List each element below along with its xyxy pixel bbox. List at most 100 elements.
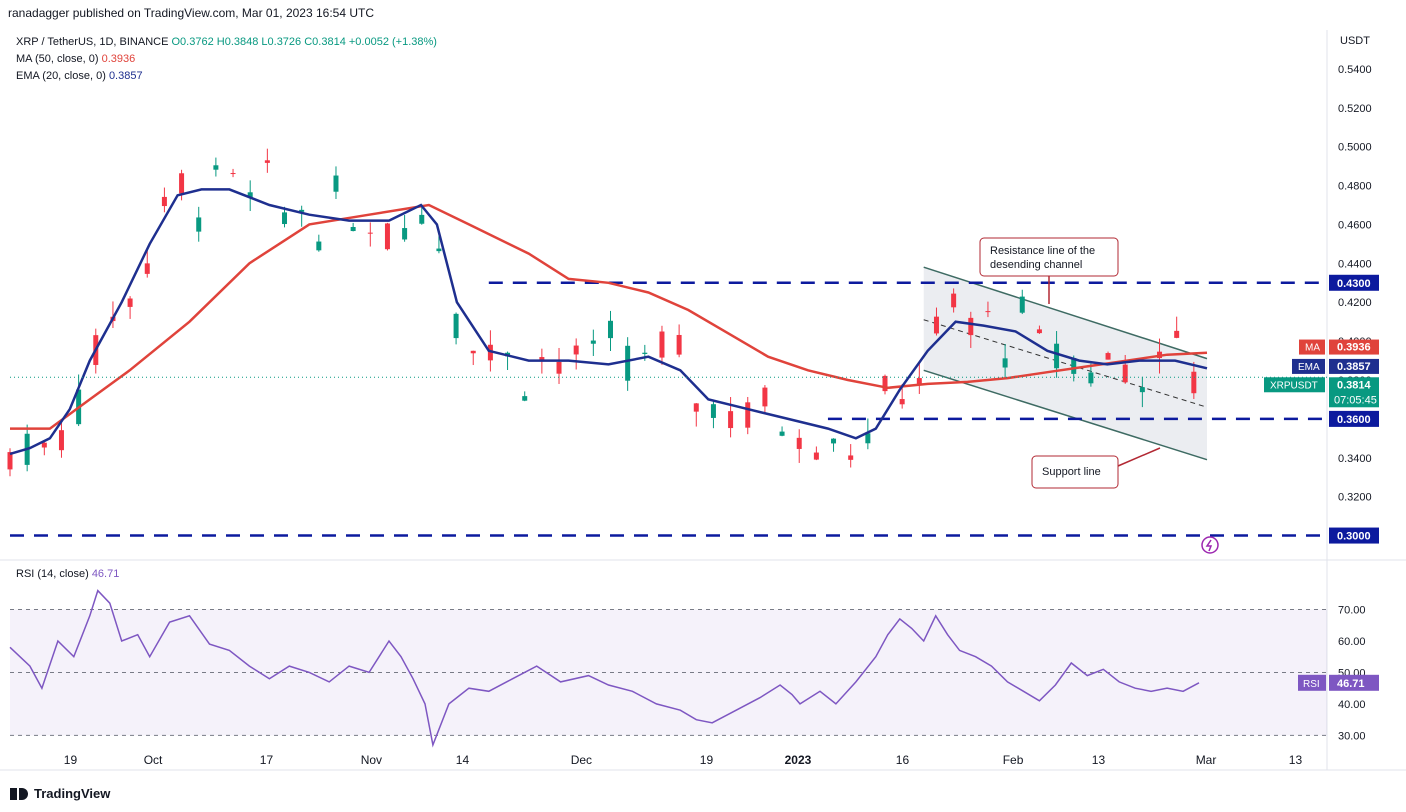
candle-body <box>1054 343 1060 369</box>
published-by: ranadagger published on TradingView.com,… <box>8 6 375 20</box>
time-tick-label: 13 <box>1289 753 1303 767</box>
rsi-name-tag <box>1298 674 1326 691</box>
price-tick-label: 0.3200 <box>1338 492 1372 504</box>
candle-body <box>882 375 888 392</box>
candle-body <box>230 173 236 175</box>
rsi-value-tag-label: 46.71 <box>1337 678 1365 690</box>
candle-body <box>1071 357 1077 374</box>
candle-body <box>710 404 716 418</box>
candle-body <box>522 396 528 401</box>
candle-body <box>968 317 974 336</box>
candle-body <box>590 340 596 344</box>
price-tick-label: 0.5000 <box>1338 142 1372 154</box>
candle-body <box>367 232 373 234</box>
ema-label: EMA (20, close, 0) <box>16 70 106 82</box>
price-level-tag <box>1329 274 1379 291</box>
candle-body <box>144 263 150 274</box>
candle-body <box>916 378 922 385</box>
ema-value: 0.3857 <box>108 70 143 82</box>
candle-body <box>831 438 837 444</box>
price-level-tag <box>1329 410 1379 427</box>
candle-body <box>333 175 339 192</box>
time-tick-label: 17 <box>260 753 274 767</box>
candle-body <box>1191 371 1197 394</box>
annotation-box-support <box>1031 455 1119 489</box>
candle-body <box>1019 296 1025 313</box>
time-tick-label: 14 <box>456 753 470 767</box>
candle-body <box>1036 329 1042 334</box>
indicator-name-tag-label: XRPUSDT <box>1270 380 1318 391</box>
indicator-name-tag-label: MA <box>1305 343 1320 354</box>
indicator-name-tag <box>1299 339 1325 355</box>
ma-label: MA (50, close, 0) <box>16 53 99 65</box>
annotation-support-text: Support line <box>1042 466 1101 478</box>
tradingview-logo[interactable]: TradingView <box>10 786 110 801</box>
symbol-title: XRP / TetherUS, 1D, BINANCE <box>16 36 169 48</box>
candle-body <box>127 298 133 307</box>
candle-body <box>316 241 322 251</box>
indicator-value-tag <box>1329 377 1379 408</box>
candle-body <box>539 357 545 360</box>
candle-body <box>470 350 476 354</box>
ma-50-line <box>10 203 1208 430</box>
rsi-tick-label: 40.00 <box>1338 699 1366 711</box>
time-tick-label: 16 <box>896 753 910 767</box>
candle-body <box>865 433 871 444</box>
candle-body <box>899 399 905 405</box>
candle-body <box>1174 330 1180 338</box>
rsi-line <box>9 589 1200 748</box>
rsi-value-tag <box>1329 674 1379 691</box>
indicator-value-tag <box>1329 339 1379 355</box>
time-tick-label: Nov <box>361 753 382 767</box>
candle-body <box>813 452 819 460</box>
indicator-name-tag <box>1264 377 1325 393</box>
candle-body <box>1088 372 1094 384</box>
ma-value: 0.3936 <box>101 53 136 65</box>
candle-body <box>796 437 802 449</box>
price-tick-label: 0.4200 <box>1338 297 1372 309</box>
candle-body <box>384 223 390 250</box>
candle-body <box>659 331 665 358</box>
candle-body <box>487 344 493 361</box>
candle-body <box>299 209 305 212</box>
tradingview-icon <box>10 787 28 800</box>
time-tick-label: 13 <box>1092 753 1106 767</box>
candle-body <box>985 311 991 313</box>
candle-body <box>282 212 288 225</box>
candle-body <box>58 430 64 451</box>
candle-body <box>7 452 13 470</box>
annotation-resistance-text: desending channel <box>990 259 1082 271</box>
annotation-support-arrow <box>1117 447 1161 467</box>
channel-support-line <box>923 369 1208 461</box>
indicator-value-tag-label: 0.3936 <box>1337 342 1371 354</box>
time-tick-label: 19 <box>64 753 78 767</box>
rsi-tick-label: 60.00 <box>1338 636 1366 648</box>
rsi-legend: RSI (14, close) 46.71 <box>16 568 119 580</box>
candle-body <box>1002 358 1008 368</box>
candle-body <box>179 173 185 194</box>
time-tick-label: 19 <box>700 753 714 767</box>
candle-body <box>161 196 167 207</box>
price-level-tag-label: 0.3000 <box>1337 531 1371 543</box>
rsi-tick-label: 30.00 <box>1338 730 1366 742</box>
candle-body <box>779 431 785 436</box>
time-tick-label: Feb <box>1003 753 1024 767</box>
candle-body <box>213 165 219 170</box>
indicator-value-tag-label: 0.3814 <box>1337 379 1372 391</box>
price-level-tag-label: 0.3600 <box>1337 414 1371 426</box>
candle-body <box>436 248 442 252</box>
candle-body <box>1139 387 1145 393</box>
price-level-tag <box>1329 527 1379 544</box>
indicator-value-tag-label: 0.3857 <box>1337 361 1371 373</box>
indicator-value-tag <box>1329 358 1379 374</box>
ema-legend: EMA (20, close, 0) 0.3857 <box>16 70 143 82</box>
price-axis-unit: USDT <box>1340 35 1370 47</box>
candle-body <box>607 320 613 339</box>
time-tick-label: Dec <box>571 753 592 767</box>
symbol-legend: XRP / TetherUS, 1D, BINANCE O0.3762 H0.3… <box>16 36 437 48</box>
price-tick-label: 0.5400 <box>1338 64 1372 76</box>
time-tick-label: Oct <box>144 753 163 767</box>
price-tick-label: 0.4400 <box>1338 258 1372 270</box>
candle-body <box>402 228 408 240</box>
